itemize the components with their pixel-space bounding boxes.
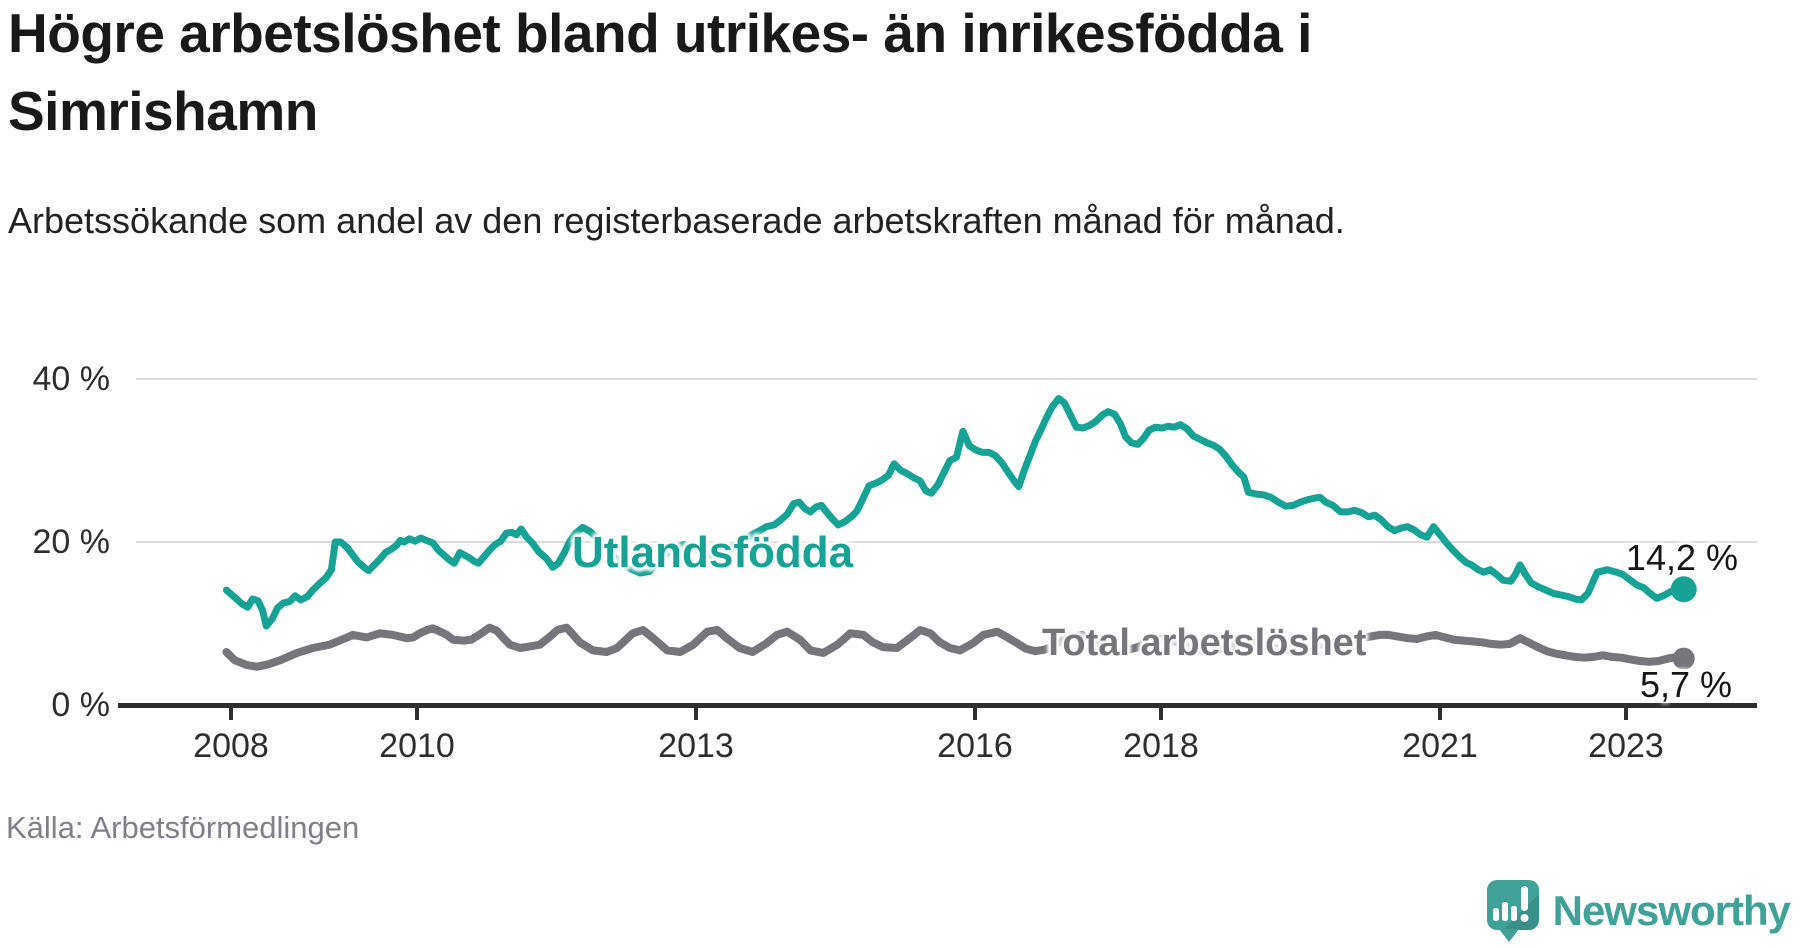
series-line-total-arbetsloshet — [222, 623, 1688, 671]
newsworthy-wordmark: Newsworthy — [1552, 887, 1791, 934]
chart-title: Högre arbetslöshet bland utrikes- än inr… — [8, 2, 1312, 142]
x-tick-label-2016: 2016 — [937, 727, 1013, 765]
x-tick-2021 — [1438, 705, 1442, 720]
source-note: Källa: Arbetsförmedlingen — [6, 810, 360, 845]
x-tick-label-2021: 2021 — [1402, 727, 1478, 765]
chart-bubble-icon — [1486, 880, 1539, 942]
x-tick-2010 — [415, 705, 419, 720]
x-tick-2016 — [973, 705, 977, 720]
x-tick-label-2010: 2010 — [379, 727, 455, 765]
x-tick-2023 — [1624, 705, 1628, 720]
y-axis-label-20: 20 % — [32, 523, 111, 562]
x-tick-2008 — [229, 705, 233, 720]
x-tick-2013 — [694, 705, 698, 720]
end-value-label-utlandsfodda: 14,2 % — [1625, 537, 1738, 578]
end-value-label-total: 5,7 % — [1639, 664, 1732, 705]
y-axis-label-40: 40 % — [32, 360, 111, 399]
chart-subtitle: Arbetssökande som andel av den registerb… — [8, 200, 1345, 241]
series-line-utlandsfodda — [222, 395, 1688, 630]
x-tick-2018 — [1159, 705, 1163, 720]
x-axis-line — [118, 703, 1757, 708]
x-tick-label-2018: 2018 — [1123, 727, 1199, 765]
gridline-20 — [136, 541, 1757, 544]
y-axis-label-0: 0 % — [51, 686, 110, 724]
series-label-utlandsfodda: Utlandsfödda — [572, 528, 854, 577]
end-dot-utlandsfodda — [1670, 576, 1697, 603]
x-tick-label-2013: 2013 — [658, 727, 734, 765]
x-tick-label-2008: 2008 — [193, 727, 269, 765]
gridline-40 — [136, 378, 1757, 381]
newsworthy-logo: Newsworthy — [1486, 880, 1791, 942]
series-label-total-arbetsloshet: Total arbetslöshet — [1042, 622, 1367, 664]
x-tick-label-2023: 2023 — [1588, 727, 1664, 765]
